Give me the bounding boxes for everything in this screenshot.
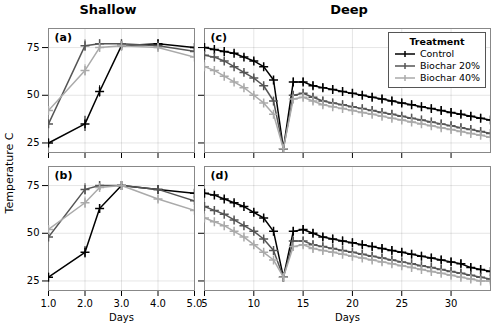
svg-text:Days: Days <box>109 312 134 323</box>
html-text:Deep: Deep <box>330 2 368 17</box>
html-text:Shallow: Shallow <box>79 2 137 17</box>
svg-text:5: 5 <box>201 298 207 309</box>
html-text:Treatment: Treatment <box>409 36 465 47</box>
svg-text:75: 75 <box>27 180 40 191</box>
svg-text:(b): (b) <box>55 169 73 182</box>
svg-text:20: 20 <box>346 298 359 309</box>
svg-text:25: 25 <box>395 298 408 309</box>
svg-text:25: 25 <box>27 137 40 148</box>
svg-text:75: 75 <box>27 42 40 53</box>
svg-text:10: 10 <box>247 298 260 309</box>
svg-text:50: 50 <box>27 89 40 100</box>
svg-text:(c): (c) <box>211 31 228 44</box>
svg-text:5.0: 5.0 <box>187 298 203 309</box>
html-text:Temperature C: Temperature C <box>2 132 16 214</box>
svg-text:50: 50 <box>27 227 40 238</box>
svg-text:4.0: 4.0 <box>150 298 166 309</box>
svg-text:(d): (d) <box>211 169 229 182</box>
svg-text:15: 15 <box>297 298 310 309</box>
svg-text:30: 30 <box>445 298 458 309</box>
html-text:Control: Control <box>419 48 455 59</box>
html-text:Biochar 20%: Biochar 20% <box>419 60 480 71</box>
svg-text:3.0: 3.0 <box>114 298 130 309</box>
svg-text:2.0: 2.0 <box>77 298 93 309</box>
html-text:Biochar 40%: Biochar 40% <box>419 72 480 83</box>
svg-text:Days: Days <box>335 312 360 323</box>
svg-text:(a): (a) <box>55 31 72 44</box>
svg-text:1.0: 1.0 <box>41 298 57 309</box>
svg-text:25: 25 <box>27 275 40 286</box>
